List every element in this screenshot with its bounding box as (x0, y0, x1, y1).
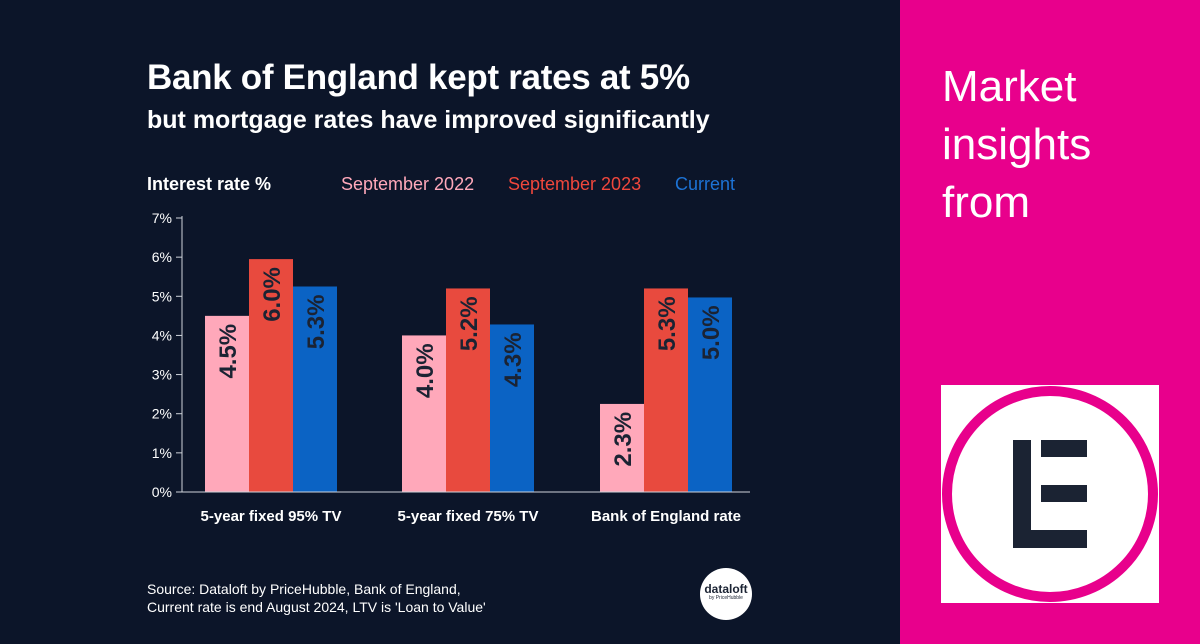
source-note: Source: Dataloft by PriceHubble, Bank of… (147, 580, 486, 616)
bar (249, 259, 293, 492)
bar (402, 335, 446, 492)
data-label: 2.3% (610, 412, 637, 467)
data-label: 6.0% (259, 267, 286, 322)
brand-logo-icon (942, 386, 1158, 602)
data-label: 5.2% (456, 296, 483, 351)
dataloft-logo: dataloft by PriceHubble (700, 568, 752, 620)
bar-chart: 0% 1% 2% 3% 4% 5% 6% 7% 4.5% 6.0% 5.3% 5-year fixed… (152, 210, 750, 525)
bar (446, 288, 490, 492)
data-label: 4.3% (500, 332, 527, 387)
insight-line-3: from (942, 178, 1030, 227)
data-label: 5.3% (654, 296, 681, 351)
bar (205, 315, 249, 492)
source-line-1: Source: Dataloft by PriceHubble, Bank of… (147, 581, 461, 597)
y-tick-label: 7% (152, 210, 172, 226)
x-tick-label: 5-year fixed 75% TV (398, 508, 539, 525)
y-tick-label: 0% (152, 484, 172, 500)
data-label: 4.0% (412, 343, 439, 398)
data-label: 5.0% (698, 305, 725, 360)
legend-item-september-2023: September 2023 (508, 174, 642, 194)
data-label: 4.5% (215, 324, 242, 379)
bar (644, 288, 688, 492)
brand-logo (941, 385, 1159, 603)
y-axis-label: Interest rate % (147, 174, 272, 194)
insight-line-1: Market (942, 62, 1077, 111)
y-tick-label: 3% (152, 367, 172, 383)
market-insights-text: Market insights from (942, 58, 1091, 232)
legend-item-current: Current (675, 174, 736, 194)
y-tick-label: 5% (152, 288, 172, 304)
y-tick-label: 1% (152, 445, 172, 461)
insight-line-2: insights (942, 120, 1092, 169)
y-tick-label: 2% (152, 406, 172, 422)
dataloft-logo-tagline: by PriceHubble (709, 595, 743, 601)
bar (293, 286, 337, 492)
source-line-2: Current rate is end August 2024, LTV is … (147, 599, 486, 615)
page-subtitle: but mortgage rates have improved signifi… (147, 106, 710, 134)
x-tick-label: Bank of England rate (591, 508, 741, 525)
bar (688, 297, 732, 492)
x-tick-label: 5-year fixed 95% TV (201, 508, 342, 525)
bar (490, 324, 534, 492)
y-tick-label: 6% (152, 249, 172, 265)
dataloft-logo-name: dataloft (704, 582, 748, 596)
legend-item-september-2022: September 2022 (341, 174, 475, 194)
data-label: 5.3% (303, 295, 330, 350)
y-tick-label: 4% (152, 327, 172, 343)
page-title: Bank of England kept rates at 5% (147, 58, 690, 97)
bar (600, 403, 644, 492)
